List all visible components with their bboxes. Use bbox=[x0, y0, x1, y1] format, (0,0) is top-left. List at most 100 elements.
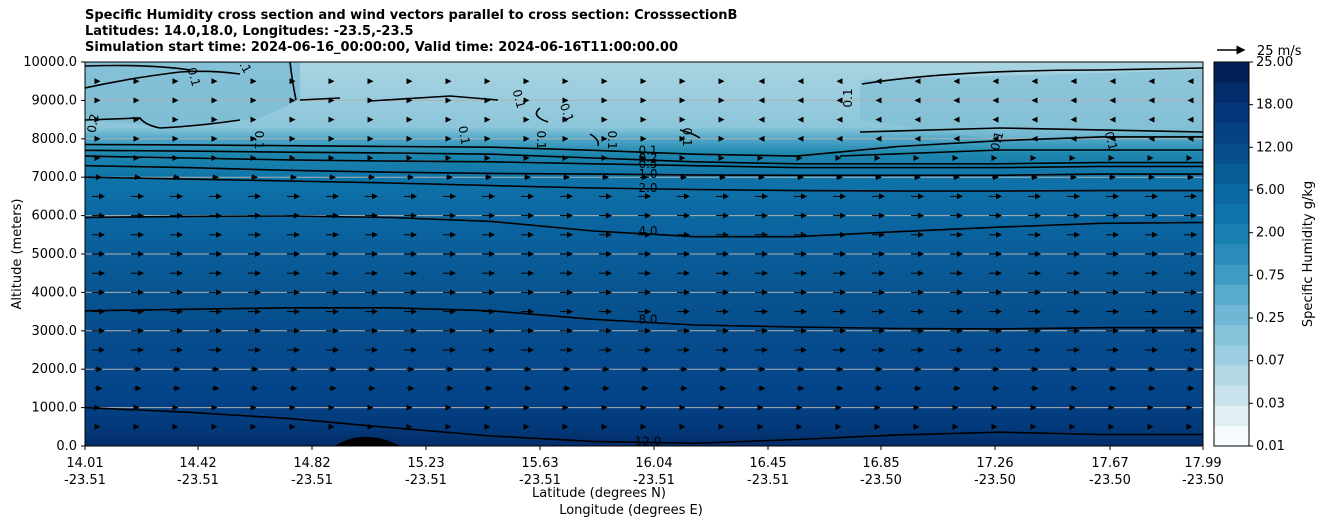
x-tick-label-lat: 16.04 bbox=[635, 456, 672, 471]
y-axis-label: Altitude (meters) bbox=[10, 199, 25, 310]
x-tick-label-lon: -23.50 bbox=[1182, 473, 1224, 488]
colorbar-segment bbox=[1214, 82, 1249, 103]
x-tick-label-lat: 16.85 bbox=[862, 456, 899, 471]
upper-contour-line bbox=[535, 107, 549, 123]
colorbar-segment bbox=[1214, 304, 1249, 326]
contour-label: 12.0 bbox=[635, 434, 662, 448]
x-tick-label-lon: -23.51 bbox=[519, 473, 561, 488]
colorbar-tick-label: 2.00 bbox=[1256, 226, 1285, 241]
colorbar-segment bbox=[1214, 142, 1249, 164]
colorbar-segment bbox=[1214, 62, 1249, 83]
colorbar-label: Specific Humidity g/kg bbox=[1301, 181, 1316, 327]
colorbar-segment bbox=[1214, 425, 1249, 447]
wind-key: 25 m/s bbox=[1217, 44, 1302, 59]
colorbar-segment bbox=[1214, 163, 1249, 184]
x-tick-label-lat: 15.23 bbox=[407, 456, 444, 471]
upper-contour-line bbox=[859, 127, 1203, 133]
x-tick-label-lon: -23.51 bbox=[405, 473, 447, 488]
upper-contour-line bbox=[861, 67, 1203, 85]
x-tick-label-lon: -23.51 bbox=[291, 473, 333, 488]
terrain bbox=[335, 436, 400, 446]
y-tick-label: 6000.0 bbox=[32, 209, 78, 224]
colorbar-segment bbox=[1214, 264, 1249, 285]
contour-label: 4.0 bbox=[638, 224, 657, 238]
x-tick-label-lat: 14.42 bbox=[179, 456, 216, 471]
colorbar-segment bbox=[1214, 405, 1249, 427]
colorbar-tick-label: 0.03 bbox=[1256, 396, 1285, 411]
colorbar-segment bbox=[1214, 102, 1249, 124]
contour-line-2.0 bbox=[85, 176, 1203, 192]
upper-contour-line bbox=[85, 64, 191, 71]
y-tick-label: 9000.0 bbox=[32, 93, 78, 108]
x-tick-label-lat: 16.45 bbox=[749, 456, 786, 471]
colorbar-tick-label: 0.25 bbox=[1256, 311, 1285, 326]
contour-label: 0.1 bbox=[638, 143, 657, 157]
chart-title-line-2: Latitudes: 14.0,18.0, Longitudes: -23.5,… bbox=[85, 24, 414, 39]
upper-contour-label: 0.1 bbox=[557, 101, 577, 124]
x-tick-label-lat: 17.67 bbox=[1091, 456, 1128, 471]
colorbar-segment bbox=[1214, 324, 1249, 346]
colorbar-tick-label: 12.00 bbox=[1256, 140, 1293, 155]
contour-line-0.5 bbox=[85, 155, 1203, 169]
upper-contour-label: 0.1 bbox=[680, 127, 694, 146]
colorbar-segment bbox=[1214, 122, 1249, 144]
y-tick-label: 4000.0 bbox=[32, 285, 78, 300]
colorbar-tick-label: 0.75 bbox=[1256, 268, 1285, 283]
y-tick-label: 0.0 bbox=[56, 439, 77, 454]
y-tick-label: 8000.0 bbox=[32, 132, 78, 147]
x-tick-label-lat: 15.63 bbox=[521, 456, 558, 471]
colorbar: 0.01 0.03 0.07 0.25 0.75 2.00 6.00 12.00 18.00 25… bbox=[1213, 55, 1293, 454]
upper-contour-line bbox=[85, 117, 241, 129]
chart-title-line-1: Specific Humidity cross section and wind… bbox=[85, 8, 738, 23]
x-tick-label-lon: -23.51 bbox=[64, 473, 106, 488]
colorbar-tick-label: 0.01 bbox=[1256, 439, 1285, 454]
upper-contour-line bbox=[85, 70, 241, 89]
colorbar-segment bbox=[1214, 385, 1249, 407]
wind-key-label: 25 m/s bbox=[1257, 44, 1302, 59]
upper-moist-patch-2 bbox=[860, 70, 1203, 140]
contour-line-0.1 bbox=[85, 136, 1203, 157]
y-tick-label: 7000.0 bbox=[32, 170, 78, 185]
colorbar-tick-label: 18.00 bbox=[1256, 98, 1293, 113]
x-tick-label-lon: -23.51 bbox=[177, 473, 219, 488]
colorbar-segment bbox=[1214, 223, 1249, 245]
colorbar-tick-label: 0.07 bbox=[1256, 354, 1285, 369]
contour-label: 2.0 bbox=[638, 181, 657, 195]
x-axis-label-lon: Longitude (degrees E) bbox=[559, 503, 703, 518]
contour-line-12.0 bbox=[85, 406, 1203, 445]
x-tick-label-lon: -23.50 bbox=[974, 473, 1016, 488]
colorbar-segment bbox=[1214, 183, 1249, 204]
upper-contour-label: 0.1 bbox=[185, 66, 203, 88]
upper-contour-label: 0.1 bbox=[534, 130, 548, 149]
upper-contour-label: 0.1 bbox=[510, 88, 528, 110]
colorbar-segment bbox=[1214, 203, 1249, 225]
upper-contour-label: 0.1 bbox=[252, 130, 266, 149]
x-tick-label-lon: -23.51 bbox=[633, 473, 675, 488]
upper-contour-line bbox=[589, 133, 600, 147]
x-tick-label-lon: -23.50 bbox=[1089, 473, 1131, 488]
x-tick-label-lat: 14.82 bbox=[293, 456, 330, 471]
upper-contour-line bbox=[369, 95, 499, 102]
upper-contour-label: 0.1 bbox=[605, 130, 619, 149]
y-tick-label: 1000.0 bbox=[32, 401, 78, 416]
colorbar-tick-label: 6.00 bbox=[1256, 183, 1285, 198]
colorbar-frame bbox=[1213, 61, 1250, 447]
colorbar-segment bbox=[1214, 344, 1249, 366]
y-tick-label: 10000.0 bbox=[23, 55, 77, 70]
contour-label: 0.2 bbox=[638, 151, 657, 165]
x-tick-label-lat: 17.99 bbox=[1184, 456, 1221, 471]
colorbar-segment bbox=[1214, 243, 1249, 265]
upper-contour-line bbox=[839, 149, 1203, 157]
y-tick-label: 3000.0 bbox=[32, 324, 78, 339]
y-tick-label: 5000.0 bbox=[32, 247, 78, 262]
chart-title-line-3: Simulation start time: 2024-06-16_00:00:… bbox=[85, 40, 678, 55]
x-tick-label-lat: 17.26 bbox=[976, 456, 1013, 471]
upper-contour-label: 0.1 bbox=[841, 88, 855, 107]
upper-contour-label: 0.1 bbox=[455, 125, 472, 146]
colorbar-tick-label: 25.00 bbox=[1256, 55, 1293, 70]
x-tick-label-lon: -23.50 bbox=[860, 473, 902, 488]
contour-line-4.0 bbox=[85, 215, 1203, 238]
y-tick-label: 2000.0 bbox=[32, 362, 78, 377]
upper-contour-line bbox=[679, 129, 701, 139]
